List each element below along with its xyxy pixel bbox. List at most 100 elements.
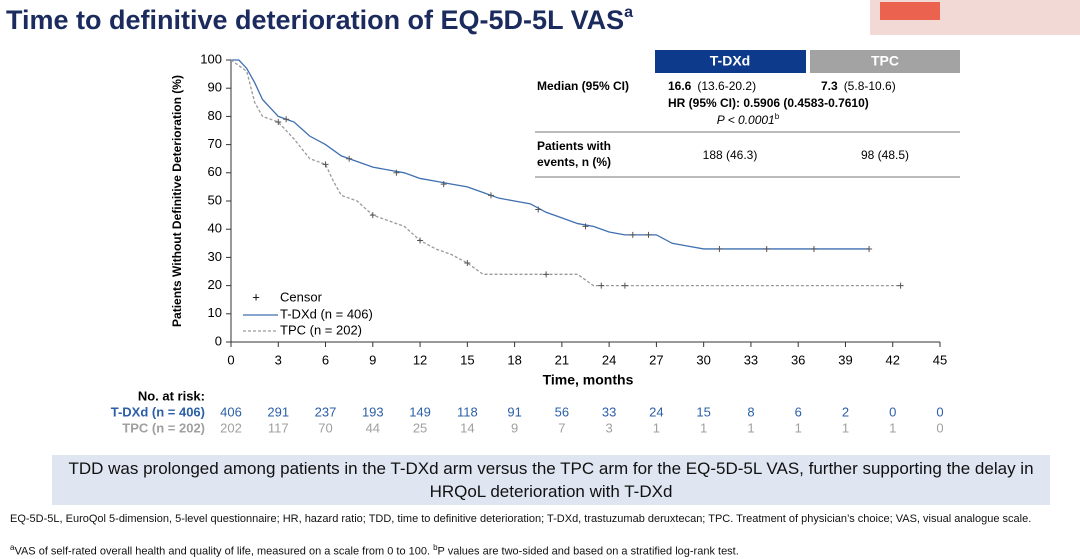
footnote: EQ-5D-5L, EuroQol 5-dimension, 5-level q…	[10, 513, 1032, 525]
y-tick-label: 80	[208, 108, 222, 123]
censor-mark	[283, 116, 290, 123]
at-risk-value: 33	[602, 404, 616, 419]
at-risk-value: 1	[747, 420, 754, 435]
x-tick-label: 18	[507, 352, 521, 367]
p-value: P < 0.0001b	[717, 112, 780, 127]
footnote-mark: a	[10, 543, 15, 552]
at-risk-value: 202	[220, 420, 242, 435]
y-tick-label: 60	[208, 164, 222, 179]
key-message: TDD was prolonged among patients in the …	[52, 455, 1050, 505]
y-tick-label: 90	[208, 80, 222, 95]
censor-mark	[598, 282, 605, 289]
at-risk-value: 193	[362, 404, 384, 419]
chart: Time to definitive deterioration of EQ-5…	[6, 0, 1080, 435]
x-tick-label: 36	[791, 352, 805, 367]
median: 16.6 (13.6-20.2)	[668, 79, 756, 93]
censor-mark	[866, 245, 873, 252]
y-tick-label: 100	[200, 51, 222, 66]
y-tick-label: 40	[208, 221, 222, 236]
x-tick-label: 3	[275, 352, 282, 367]
footnote-text: VAS of self-rated overall health and qua…	[14, 545, 434, 558]
x-tick-label: 39	[838, 352, 852, 367]
censor-mark	[716, 245, 723, 252]
at-risk-label: TPC (n = 202)	[122, 420, 205, 435]
censor-mark	[763, 245, 770, 252]
at-risk-value: 237	[315, 404, 337, 419]
median-value: 16.6	[668, 79, 692, 93]
x-tick-label: 21	[555, 352, 569, 367]
censor-mark	[440, 181, 447, 188]
title-text: Time to definitive deterioration of EQ-5…	[6, 5, 624, 35]
y-tick-label: 10	[208, 305, 222, 320]
footnote-mark: b	[433, 543, 438, 552]
censor-mark	[464, 260, 471, 267]
at-risk-label: T-DXd (n = 406)	[111, 404, 205, 419]
events: 98 (48.5)	[861, 148, 909, 162]
header-cell	[810, 50, 960, 73]
at-risk-value: 1	[795, 420, 802, 435]
legend-symbol: +	[252, 289, 260, 304]
at-risk-value: 1	[700, 420, 707, 435]
events: 188 (46.3)	[703, 148, 758, 162]
at-risk-value: 14	[460, 420, 474, 435]
y-tick-label: 20	[208, 277, 222, 292]
x-axis-label: Time, months	[543, 372, 634, 388]
legend-label: T-DXd (n = 406)	[280, 306, 373, 321]
at-risk-value: 118	[457, 404, 478, 419]
at-risk-value: 406	[220, 404, 242, 419]
at-risk-value: 0	[936, 420, 943, 435]
at-risk-value: 6	[795, 404, 802, 419]
censor-mark	[535, 206, 542, 213]
at-risk-value: 24	[649, 404, 663, 419]
at-risk-value: 8	[747, 404, 754, 419]
at-risk-value: 1	[842, 420, 849, 435]
censor-mark	[543, 271, 550, 278]
x-tick-label: 12	[413, 352, 427, 367]
hazard-ratio: HR (95% CI): 0.5906 (0.4583-0.7610)	[668, 96, 869, 110]
header-text: T-DXd	[710, 53, 750, 69]
median-value: 7.3	[821, 79, 838, 93]
at-risk-value: 44	[366, 420, 380, 435]
x-tick-label: 33	[744, 352, 758, 367]
median-ci: (13.6-20.2)	[697, 79, 756, 93]
censor-mark	[582, 223, 589, 230]
censor-mark	[810, 245, 817, 252]
at-risk-value: 149	[409, 404, 431, 419]
x-tick-label: 15	[460, 352, 474, 367]
y-tick-label: 0	[215, 333, 222, 348]
row-label: Median (95% CI)	[537, 79, 629, 93]
footnote-text: P values are two-sided and based on a st…	[437, 545, 739, 558]
median-ci: (5.8-10.6)	[844, 79, 896, 93]
y-tick-label: 30	[208, 249, 222, 264]
row-label: events, n (%)	[537, 155, 611, 169]
logo-blur	[880, 2, 940, 20]
y-axis-label: Patients Without Definitive Deterioratio…	[170, 75, 184, 327]
at-risk-value: 0	[889, 404, 896, 419]
censor-mark	[369, 212, 376, 219]
censor-mark	[487, 192, 494, 199]
legend-label: TPC (n = 202)	[280, 322, 362, 337]
x-tick-label: 30	[696, 352, 710, 367]
at-risk-value: 7	[558, 420, 565, 435]
censor-mark	[393, 169, 400, 176]
at-risk-value: 15	[696, 404, 710, 419]
title: Time to definitive deterioration of EQ-5…	[6, 4, 633, 35]
at-risk-value: 117	[268, 420, 289, 435]
censor-mark	[346, 155, 353, 162]
x-tick-label: 6	[322, 352, 329, 367]
x-tick-label: 27	[649, 352, 663, 367]
legend-label: Censor	[280, 289, 323, 304]
at-risk-value: 3	[606, 420, 613, 435]
median: 7.3 (5.8-10.6)	[821, 79, 896, 93]
censor-mark	[629, 231, 636, 238]
km-curve	[230, 59, 901, 287]
at-risk-value: 25	[413, 420, 427, 435]
at-risk-value: 0	[936, 404, 943, 419]
at-risk-title: No. at risk:	[138, 388, 205, 403]
at-risk-value: 91	[507, 404, 521, 419]
x-tick-label: 0	[227, 352, 234, 367]
y-tick-label: 50	[208, 192, 222, 207]
x-tick-label: 42	[885, 352, 899, 367]
censor-mark	[621, 282, 628, 289]
